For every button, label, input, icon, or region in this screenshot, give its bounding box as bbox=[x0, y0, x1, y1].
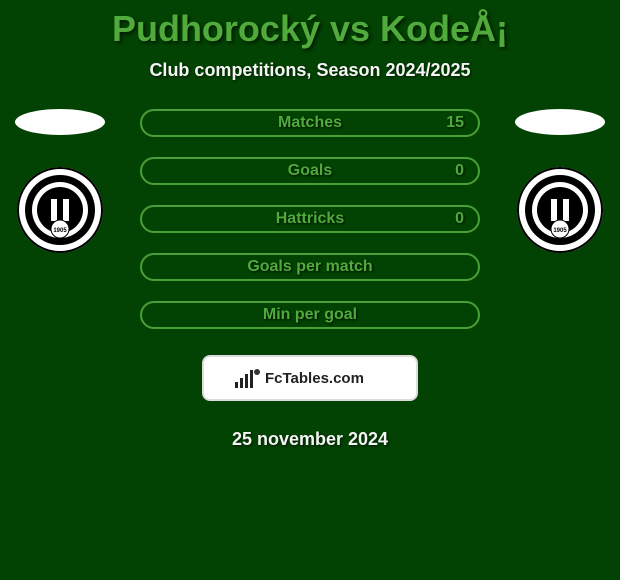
shield-icon: 1905 bbox=[17, 167, 103, 253]
stat-row-matches: Matches 15 bbox=[140, 109, 480, 137]
club-right-logo: 1905 bbox=[517, 167, 603, 253]
stat-value: 15 bbox=[446, 114, 464, 132]
stat-label: Goals per match bbox=[142, 258, 478, 276]
stat-row-goals-per-match: Goals per match bbox=[140, 253, 480, 281]
player-right-column: 1905 bbox=[500, 109, 620, 253]
svg-text:1905: 1905 bbox=[53, 228, 67, 234]
source-badge: FcTables.com bbox=[202, 355, 418, 401]
stat-row-hattricks: Hattricks 0 bbox=[140, 205, 480, 233]
stats-column: Matches 15 Goals 0 Hattricks 0 Goals per… bbox=[120, 109, 500, 450]
comparison-grid: 1905 Matches 15 Goals 0 Hattricks 0 Goal… bbox=[0, 109, 620, 450]
player-left-avatar bbox=[15, 109, 105, 135]
player-right-avatar bbox=[515, 109, 605, 135]
club-left-logo: 1905 bbox=[17, 167, 103, 253]
stat-row-goals: Goals 0 bbox=[140, 157, 480, 185]
stat-label: Min per goal bbox=[142, 306, 478, 324]
date-label: 25 november 2024 bbox=[232, 421, 388, 450]
stat-row-min-per-goal: Min per goal bbox=[140, 301, 480, 329]
svg-text:FcTables.com: FcTables.com bbox=[265, 370, 364, 387]
page-title: Pudhorocký vs KodeÅ¡ bbox=[0, 0, 620, 50]
season-subtitle: Club competitions, Season 2024/2025 bbox=[0, 50, 620, 109]
stat-label: Goals bbox=[142, 162, 478, 180]
player-left-column: 1905 bbox=[0, 109, 120, 253]
stat-label: Hattricks bbox=[142, 210, 478, 228]
stat-value: 0 bbox=[455, 210, 464, 228]
fctables-logo-icon: FcTables.com bbox=[235, 366, 385, 390]
stat-label: Matches bbox=[142, 114, 478, 132]
svg-text:1905: 1905 bbox=[553, 228, 567, 234]
shield-icon: 1905 bbox=[517, 167, 603, 253]
stat-value: 0 bbox=[455, 162, 464, 180]
